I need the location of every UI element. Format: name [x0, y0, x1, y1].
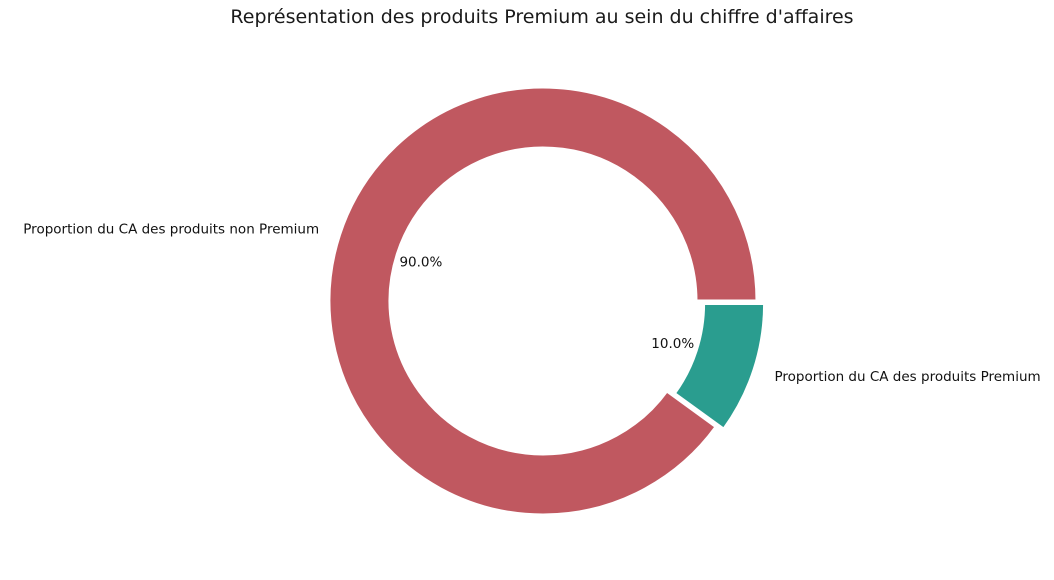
slices-group: [327, 85, 767, 517]
percent-label-premium: 10.0%: [651, 336, 694, 352]
slice-label-non-premium: Proportion du CA des produits non Premiu…: [23, 221, 319, 237]
donut-slice-premium: [672, 301, 767, 432]
donut-slice-non-premium: [327, 85, 759, 517]
chart-title: Représentation des produits Premium au s…: [230, 6, 853, 28]
slice-label-premium: Proportion du CA des produits Premium: [774, 369, 1040, 385]
labels-group: Proportion du CA des produits Premium 10.…: [23, 221, 1040, 385]
percent-label-non-premium: 90.0%: [399, 254, 442, 270]
